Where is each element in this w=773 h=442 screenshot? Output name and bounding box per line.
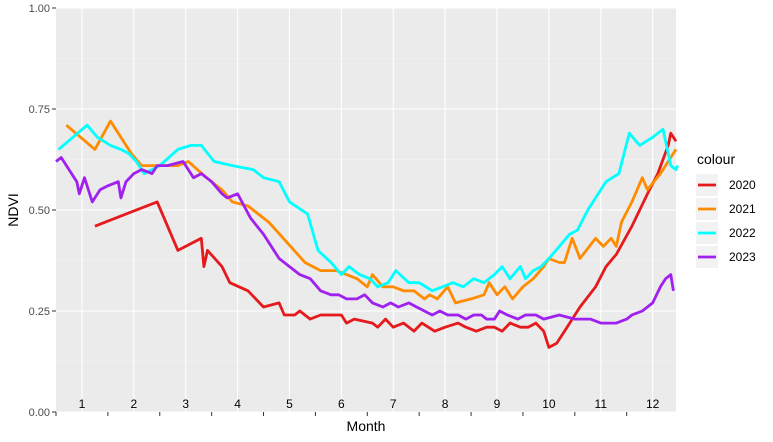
month-label-8: 8 (442, 397, 449, 411)
series-lines (55, 119, 679, 349)
y-tick-label: 0.25 (29, 306, 50, 318)
month-label-2: 2 (130, 397, 137, 411)
month-label-12: 12 (646, 397, 660, 411)
series-line-2023 (55, 156, 675, 325)
series-line-2022 (57, 123, 679, 293)
month-label-5: 5 (286, 397, 293, 411)
legend-label-2022: 2022 (729, 226, 756, 240)
legend-label-2020: 2020 (729, 178, 756, 192)
y-tick-label: 0.00 (29, 407, 50, 419)
legend-label-2023: 2023 (729, 250, 756, 264)
month-label-6: 6 (338, 397, 345, 411)
month-label-7: 7 (390, 397, 397, 411)
month-label-3: 3 (182, 397, 189, 411)
month-label-10: 10 (542, 397, 556, 411)
month-labels: 1 2 3 4 5 6 7 8 9 10 11 12 (79, 397, 660, 411)
month-label-11: 11 (595, 397, 608, 411)
month-label-9: 9 (494, 397, 501, 411)
y-tick-label: 0.75 (29, 104, 50, 116)
month-label-4: 4 (234, 397, 241, 411)
x-axis-ticks (55, 412, 628, 416)
y-axis-title: NDVI (5, 193, 21, 226)
y-tick-label: 0.50 (29, 205, 50, 217)
y-tick-label: 1.00 (29, 3, 50, 15)
x-axis-title: Month (347, 418, 386, 434)
legend-label-2021: 2021 (729, 202, 756, 216)
series-line-2020 (94, 131, 678, 349)
legend: colour 2020 2021 2022 2023 (696, 151, 756, 268)
month-label-1: 1 (79, 397, 86, 411)
y-axis: 0.00 0.25 0.50 0.75 1.00 (29, 3, 56, 419)
legend-title: colour (697, 151, 735, 167)
series-line-2021 (65, 119, 678, 305)
